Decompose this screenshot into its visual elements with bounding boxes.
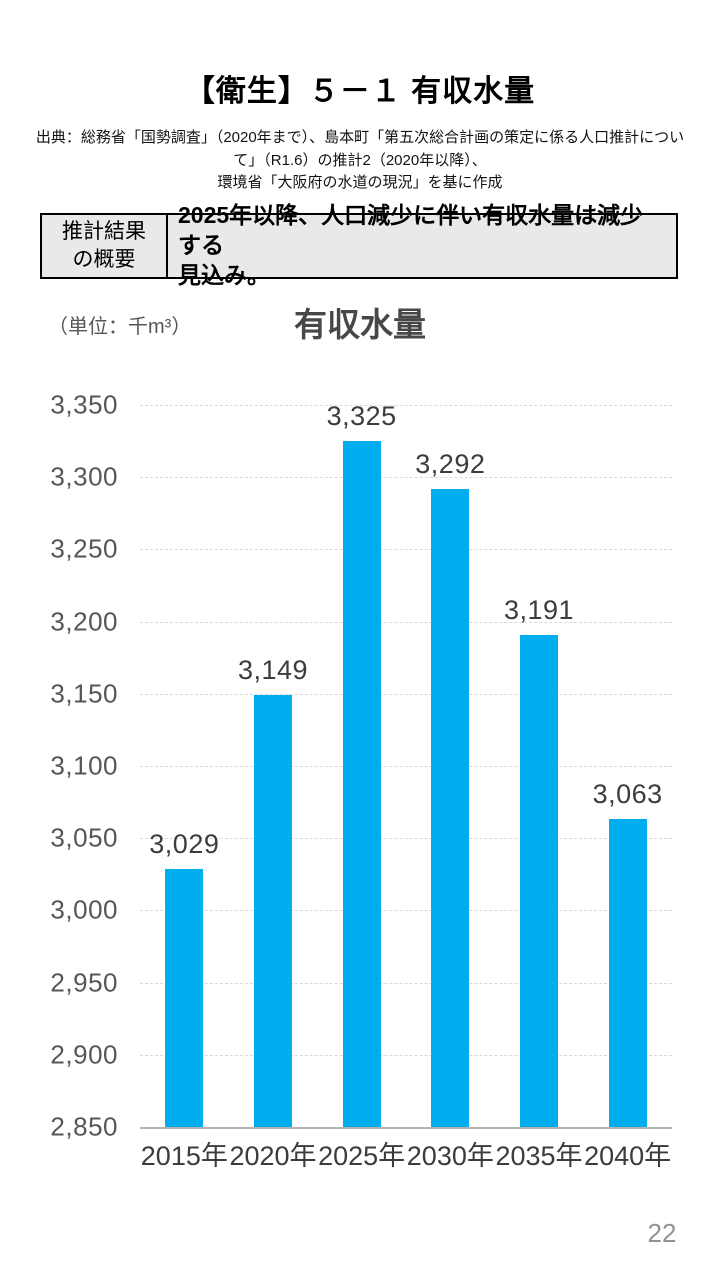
bar-value-label: 3,063 <box>592 779 663 810</box>
gridline <box>140 838 672 840</box>
bar <box>520 634 558 1127</box>
gridline <box>140 621 672 623</box>
y-axis-tick-label: 3,250 <box>50 533 118 564</box>
y-axis-tick-label: 2,850 <box>50 1111 118 1142</box>
y-axis-tick-label: 3,150 <box>50 678 118 709</box>
chart-unit-label: （単位：千m³） <box>48 316 192 338</box>
bar <box>431 488 470 1127</box>
bar <box>342 441 381 1127</box>
x-axis-tick-label: 2020年 <box>229 1141 317 1171</box>
x-axis-tick-label: 2015年 <box>140 1141 228 1171</box>
bar-value-label: 3,191 <box>503 594 575 625</box>
chart-title: 有収水量 <box>294 306 426 343</box>
gridline <box>140 766 672 767</box>
bar-value-label: 3,149 <box>237 655 309 686</box>
y-axis-tick-label: 3,100 <box>50 750 118 781</box>
source-note: 出典：総務省「国勢調査」（2020年まで）、島本町「第五次総合計画の策定に係る人… <box>35 129 685 191</box>
x-axis-tick-label: 2025年 <box>318 1141 406 1171</box>
gridline <box>140 405 672 406</box>
bar-value-label: 3,029 <box>149 828 220 859</box>
bar-value-label: 3,292 <box>415 448 486 479</box>
x-axis-tick-label: 2035年 <box>495 1141 583 1171</box>
x-axis-line <box>140 1127 672 1129</box>
gridline <box>140 693 672 695</box>
gridline <box>140 549 672 551</box>
y-axis-tick-label: 2,900 <box>50 1039 118 1070</box>
gridline <box>140 982 672 984</box>
gridline <box>140 477 672 479</box>
bar <box>608 819 647 1127</box>
x-axis-tick-label: 2040年 <box>584 1141 672 1171</box>
y-axis-tick-label: 3,350 <box>50 389 118 420</box>
bar <box>165 868 204 1127</box>
gridline <box>140 1054 672 1056</box>
y-axis-tick-label: 2,950 <box>50 967 118 998</box>
page-title: 【衛生】５－１ 有収水量 <box>184 75 536 108</box>
summary-table-header-cell: 推計結果 の概要 <box>42 215 168 277</box>
y-axis-tick-label: 3,000 <box>50 894 118 925</box>
y-axis-tick-label: 3,300 <box>50 461 118 492</box>
bar-value-label: 3,325 <box>326 401 397 432</box>
bar <box>254 695 292 1127</box>
page-number: 22 <box>647 1218 677 1248</box>
gridline <box>140 910 672 912</box>
x-axis-tick-label: 2030年 <box>406 1141 494 1171</box>
y-axis-tick-label: 3,200 <box>50 606 118 637</box>
y-axis-tick-label: 3,050 <box>50 822 118 853</box>
